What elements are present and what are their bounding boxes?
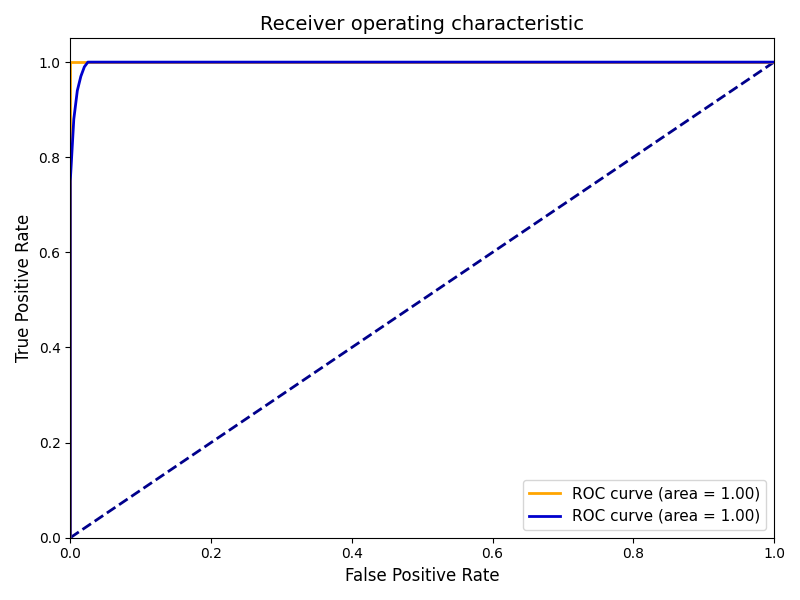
Y-axis label: True Positive Rate: True Positive Rate <box>15 214 33 362</box>
ROC curve (area = 1.00) <box>66 534 75 541</box>
ROC curve (area = 1.00) <box>83 59 93 66</box>
Line: ROC curve (area = 1.00): ROC curve (area = 1.00) <box>70 62 774 538</box>
ROC curve (area = 1.00) <box>769 59 778 66</box>
ROC curve (area = 1.00) <box>66 534 75 541</box>
ROC curve (area = 1.00) <box>73 59 82 66</box>
Title: Receiver operating characteristic: Receiver operating characteristic <box>260 15 584 34</box>
ROC curve (area = 1.00) <box>73 59 82 66</box>
Legend: ROC curve (area = 1.00), ROC curve (area = 1.00): ROC curve (area = 1.00), ROC curve (area… <box>523 480 766 530</box>
ROC curve (area = 1.00) <box>66 59 75 66</box>
ROC curve (area = 1.00) <box>79 63 89 70</box>
X-axis label: False Positive Rate: False Positive Rate <box>345 567 499 585</box>
ROC curve (area = 1.00) <box>73 87 82 94</box>
ROC curve (area = 1.00) <box>86 59 96 66</box>
Line: ROC curve (area = 1.00): ROC curve (area = 1.00) <box>70 62 774 538</box>
ROC curve (area = 1.00) <box>769 59 778 66</box>
ROC curve (area = 1.00) <box>76 73 86 80</box>
ROC curve (area = 1.00) <box>69 116 78 123</box>
ROC curve (area = 1.00) <box>66 178 75 185</box>
